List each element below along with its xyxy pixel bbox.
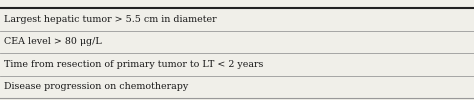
Text: CEA level > 80 μg/L: CEA level > 80 μg/L: [4, 37, 101, 46]
Text: Disease progression on chemotherapy: Disease progression on chemotherapy: [4, 82, 188, 91]
Text: Time from resection of primary tumor to LT < 2 years: Time from resection of primary tumor to …: [4, 60, 263, 69]
Text: Largest hepatic tumor > 5.5 cm in diameter: Largest hepatic tumor > 5.5 cm in diamet…: [4, 15, 217, 24]
